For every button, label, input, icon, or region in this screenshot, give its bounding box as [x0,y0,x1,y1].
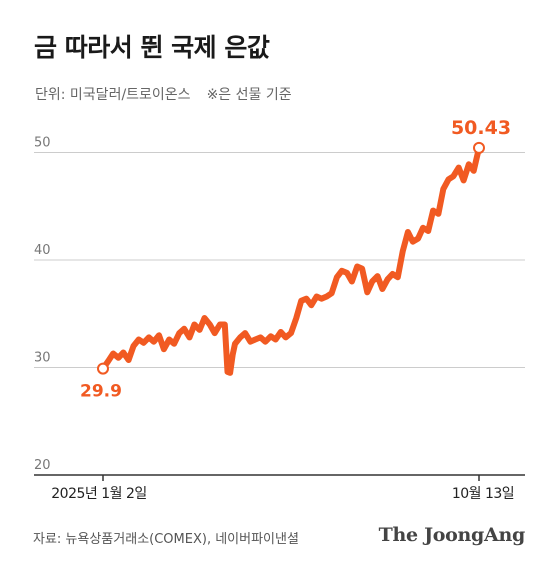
x-tick-label-0: 2025년 1월 2일 [51,486,146,502]
series-line-0 [100,144,482,376]
data-label-0: 29.9 [80,382,122,402]
y-tick-label-40: 40 [34,243,51,258]
data-label-1: 50.43 [451,117,511,139]
brand-logo: The JoongAng [378,524,526,546]
point-marker-1 [473,141,485,154]
line-chart: 20 30 40 50 2025년 1월 2일 10월 13일 29.9 50.43 [34,117,525,502]
x-tick-label-1: 10월 13일 [452,486,514,502]
y-tick-label-30: 30 [34,351,51,366]
point-marker-0 [97,362,109,375]
chart-subtitle: 단위: 미국달러/트로이온스 ※은 선물 기준 [35,84,292,104]
note-label: ※은 선물 기준 [206,87,292,103]
source-text: 자료: 뉴욕상품거래소(COMEX), 네이버파이낸셜 [33,532,299,547]
y-tick-label-50: 50 [34,136,51,151]
y-tick-label-20: 20 [34,458,51,473]
unit-label: 단위: 미국달러/트로이온스 [35,87,191,103]
chart-title: 금 따라서 뛴 국제 은값 [34,33,270,62]
